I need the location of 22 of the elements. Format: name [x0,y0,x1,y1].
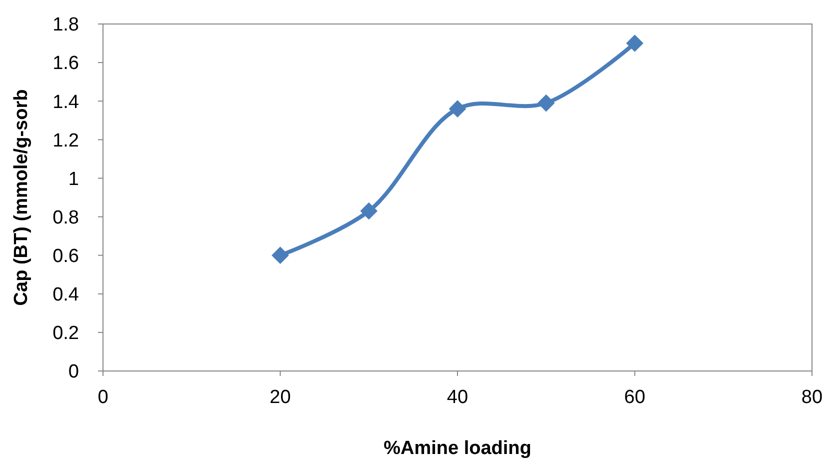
x-axis-title: %Amine loading [384,438,532,459]
point [626,34,644,52]
y-tick-label: 1.4 [52,92,80,113]
x-tick-label: 40 [446,387,468,408]
x-tick-label: 20 [270,387,291,408]
point [537,94,555,112]
y-tick-label: 1.8 [52,14,79,36]
point [272,246,289,264]
y-tick-label: 1.2 [52,130,79,152]
y-tick-label: 0.2 [52,323,79,344]
y-tick-label: 1 [68,168,79,190]
point [360,202,378,220]
y-tick-label: 0.8 [52,207,79,228]
y-tick-label: 1.6 [52,53,79,74]
y-tick-label: 0 [68,362,79,383]
x-tick-label: 60 [624,387,646,408]
point [448,100,466,118]
y-tick-label: 0.6 [52,246,79,267]
y-tick-label: 0.4 [52,284,80,306]
x-tick-label: 0 [98,387,108,408]
y-axis-title: Cap (BT) (mmole/g-sorb [11,89,32,306]
x-tick-label: 80 [801,387,823,408]
